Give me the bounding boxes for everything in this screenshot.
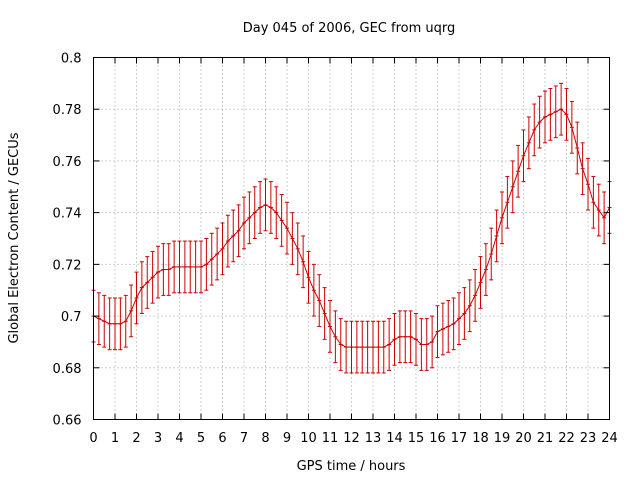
x-tick-label: 17: [451, 431, 468, 446]
y-tick-label: 0.66: [53, 414, 82, 429]
y-tick-label: 0.74: [53, 207, 82, 222]
x-tick-label: 2: [132, 431, 140, 446]
axis-ticks: [93, 57, 610, 420]
x-tick-label: 3: [154, 431, 162, 446]
x-tick-label: 8: [261, 431, 269, 446]
y-tick-labels: 0.66 0.68 0.7 0.72 0.74 0.76 0.78 0.8: [53, 52, 82, 429]
x-tick-label: 24: [601, 431, 618, 446]
x-tick-label: 20: [515, 431, 532, 446]
x-tick-label: 14: [386, 431, 403, 446]
x-tick-label: 16: [429, 431, 446, 446]
x-tick-label: 15: [408, 431, 425, 446]
x-tick-label: 6: [218, 431, 226, 446]
error-bars: [91, 82, 612, 374]
x-tick-label: 13: [365, 431, 382, 446]
x-axis-label: GPS time / hours: [297, 459, 406, 474]
x-tick-label: 11: [322, 431, 339, 446]
gec-series-line: [93, 108, 610, 348]
y-tick-label: 0.78: [53, 103, 82, 118]
x-tick-label: 0: [89, 431, 97, 446]
y-tick-label: 0.8: [61, 52, 82, 67]
x-tick-label: 23: [580, 431, 597, 446]
x-tick-label: 10: [300, 431, 317, 446]
chart-title: Day 045 of 2006, GEC from uqrg: [243, 21, 456, 36]
x-tick-label: 9: [283, 431, 291, 446]
x-tick-label: 7: [240, 431, 248, 446]
y-tick-label: 0.68: [53, 362, 82, 377]
x-tick-label: 22: [558, 431, 575, 446]
x-tick-label: 12: [343, 431, 360, 446]
y-tick-label: 0.76: [53, 155, 82, 170]
x-tick-label: 4: [175, 431, 183, 446]
x-tick-label: 18: [472, 431, 489, 446]
x-tick-label: 21: [537, 431, 554, 446]
x-tick-label: 19: [494, 431, 511, 446]
x-tick-label: 5: [197, 431, 205, 446]
y-tick-label: 0.7: [61, 310, 82, 325]
y-tick-label: 0.72: [53, 258, 82, 273]
x-tick-label: 1: [111, 431, 119, 446]
x-tick-labels: 0 1 2 3 4 5 6 7 8 9 10 11 12 13 14 15 16 17 18 19 20 21 22 23 24: [89, 431, 617, 446]
y-axis-label: Global Electron Content / GECUs: [7, 132, 22, 343]
